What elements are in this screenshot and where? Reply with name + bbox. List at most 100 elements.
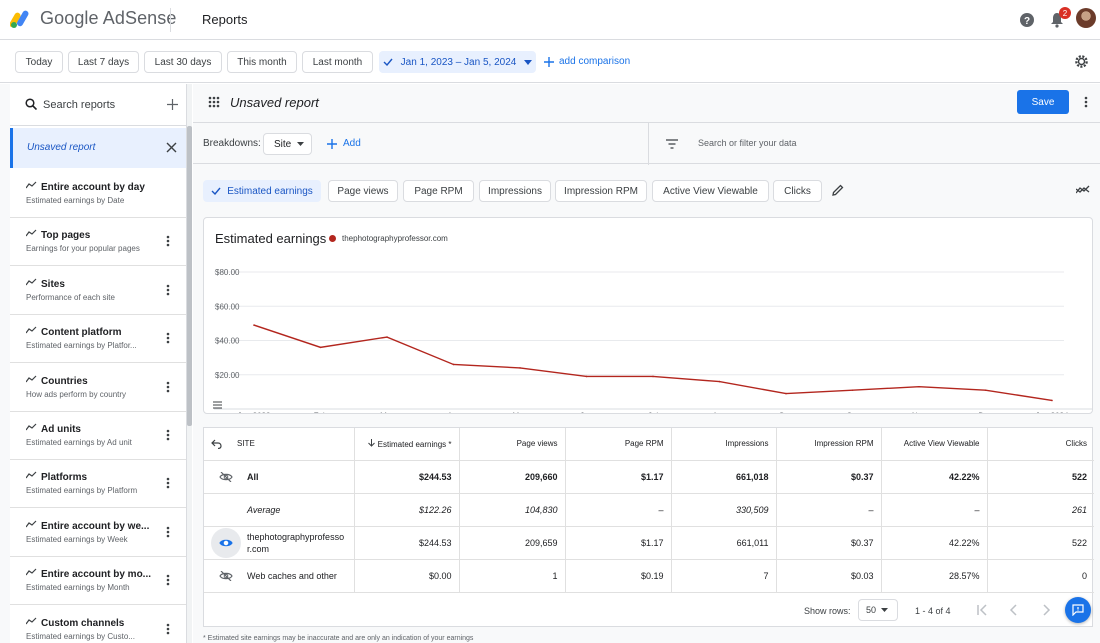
metric-chip[interactable]: Impressions	[479, 180, 551, 202]
edit-pencil-icon[interactable]	[832, 184, 844, 196]
trend-icon	[26, 423, 37, 431]
metric-cell: $1.17	[564, 526, 671, 560]
legend-color-dot	[329, 235, 336, 242]
help-icon[interactable]: ?	[1017, 10, 1037, 30]
metric-cell: $0.37	[775, 526, 881, 560]
sidebar-report-item[interactable]: Entire account by day Estimated earnings …	[10, 170, 186, 218]
table-row[interactable]: Average $122.26 104,830–330,509– –261	[204, 493, 1094, 527]
trend-icon	[26, 617, 37, 624]
sidebar-report-item[interactable]: Countries How ads perform by country	[10, 364, 186, 412]
more-options-icon[interactable]	[166, 235, 170, 247]
date-chip-last-7-days[interactable]: Last 7 days	[68, 51, 139, 73]
sidebar-report-item[interactable]: Platforms Estimated earnings by Platform	[10, 460, 186, 509]
more-options-icon[interactable]	[166, 284, 170, 296]
eye-icon[interactable]	[211, 527, 241, 558]
sidebar-report-subtitle: Estimated earnings by Platfor...	[26, 341, 137, 351]
plus-icon	[327, 138, 337, 149]
x-tick-label: Mar	[380, 412, 394, 413]
filter-icon[interactable]	[666, 139, 678, 149]
sidebar-report-item[interactable]: Ad units Estimated earnings by Ad unit	[10, 412, 186, 460]
metric-cell: 42.22%	[880, 526, 987, 560]
metric-chip-label: Page RPM	[414, 185, 463, 197]
search-reports[interactable]: Search reports	[10, 84, 186, 126]
undo-icon[interactable]	[211, 439, 222, 449]
sidebar-report-item[interactable]: Top pages Earnings for your popular pages	[10, 218, 186, 267]
filter-input[interactable]: Search or filter your data	[698, 138, 797, 148]
column-header[interactable]: Estimated earnings *	[353, 428, 459, 461]
more-options-icon[interactable]	[166, 429, 170, 441]
table-row[interactable]: thephotographyprofessor.com $244.53 209,65…	[204, 526, 1094, 560]
first-page-icon[interactable]	[975, 603, 989, 617]
column-header[interactable]: Impressions	[670, 428, 776, 461]
more-options-icon[interactable]	[166, 332, 170, 344]
sidebar-report-subtitle: Performance of each site	[26, 292, 115, 302]
feedback-button[interactable]	[1065, 597, 1091, 623]
hidden-eye-icon[interactable]	[211, 462, 241, 492]
add-comparison-button[interactable]: add comparison	[544, 56, 630, 67]
column-header[interactable]: SITE	[204, 428, 354, 461]
metric-chip[interactable]: Impression RPM	[555, 180, 647, 202]
chart-type-icon[interactable]	[1076, 185, 1090, 195]
more-options-icon[interactable]	[166, 526, 170, 538]
metric-cell: $244.53	[353, 526, 459, 560]
metric-chip[interactable]: Estimated earnings	[203, 180, 321, 202]
report-title[interactable]: Unsaved report	[230, 95, 319, 110]
date-chip-last-30-days[interactable]: Last 30 days	[144, 51, 222, 73]
metric-cell: 330,509	[670, 493, 776, 527]
sidebar-item-unsaved-report[interactable]: Unsaved report	[10, 128, 186, 168]
add-report-icon[interactable]	[167, 99, 178, 110]
trend-icon	[26, 568, 37, 576]
more-options-icon[interactable]	[166, 477, 170, 489]
x-tick-label: Nov	[912, 412, 926, 413]
save-button[interactable]: Save	[1017, 90, 1069, 114]
date-chip-this-month[interactable]: This month	[227, 51, 297, 73]
adsense-logo[interactable]: Google AdSense	[10, 8, 177, 29]
metric-cell: $1.17	[564, 460, 671, 494]
date-range-selector[interactable]: Jan 1, 2023 – Jan 5, 2024	[379, 51, 536, 73]
metric-chip[interactable]: Clicks	[773, 180, 822, 202]
metric-chip[interactable]: Page RPM	[403, 180, 474, 202]
add-breakdown-button[interactable]: Add	[327, 138, 361, 149]
date-chip-today[interactable]: Today	[15, 51, 63, 73]
column-header[interactable]: Impression RPM	[775, 428, 881, 461]
apps-grid-icon[interactable]	[208, 96, 220, 108]
trend-icon	[26, 278, 37, 286]
next-page-icon[interactable]	[1039, 603, 1053, 617]
more-options-icon[interactable]	[166, 574, 170, 586]
rows-per-page-value: 50	[866, 605, 877, 615]
sidebar-scrollbar[interactable]	[187, 126, 192, 426]
sidebar-report-item[interactable]: Content platform Estimated earnings by Pl…	[10, 315, 186, 364]
rows-per-page-select[interactable]: 50	[858, 599, 898, 621]
column-header[interactable]: Active View Viewable	[880, 428, 987, 461]
more-options-icon[interactable]	[166, 381, 170, 393]
breakdown-site-dropdown[interactable]: Site	[263, 133, 312, 155]
hidden-eye-icon[interactable]	[211, 561, 241, 591]
report-more-icon[interactable]	[1084, 96, 1088, 108]
previous-page-icon[interactable]	[1007, 603, 1021, 617]
sidebar-report-item[interactable]: Custom channels Estimated earnings by Cus…	[10, 606, 186, 643]
sidebar-report-item[interactable]: Entire account by we... Estimated earning…	[10, 509, 186, 557]
close-icon[interactable]	[166, 142, 177, 153]
sidebar-report-subtitle: Estimated earnings by Custo...	[26, 631, 135, 641]
column-header[interactable]: Page RPM	[564, 428, 671, 461]
table-row[interactable]: Web caches and other $0.00 1 $0.19 7 $0.03 28.…	[204, 559, 1094, 593]
avatar[interactable]	[1076, 8, 1096, 28]
settings-gear-icon[interactable]	[1074, 54, 1089, 72]
metric-cell: $122.26	[353, 493, 459, 527]
chart-menu-icon[interactable]	[213, 401, 222, 409]
site-cell: thephotographyprofessor.com	[204, 527, 354, 560]
x-tick-label: Jan 2024	[1036, 412, 1069, 413]
sidebar-report-item[interactable]: Sites Performance of each site	[10, 267, 186, 315]
data-point	[386, 336, 388, 338]
sidebar-report-item[interactable]: Entire account by mo... Estimated earning…	[10, 557, 186, 606]
date-chip-last-month[interactable]: Last month	[302, 51, 373, 73]
table-header-row: SITE Estimated earnings * Page views Page R…	[204, 428, 1094, 461]
x-tick-label: May	[512, 412, 527, 413]
metric-chip[interactable]: Active View Viewable	[652, 180, 769, 202]
metric-cell: 661,018	[670, 460, 776, 494]
column-header[interactable]: Page views	[458, 428, 565, 461]
more-options-icon[interactable]	[166, 623, 170, 635]
metric-chip[interactable]: Page views	[328, 180, 398, 202]
table-row[interactable]: All $244.53 209,660 $1.17 661,018 $0.37 42.22%…	[204, 460, 1094, 494]
column-header[interactable]: Clicks	[986, 428, 1094, 461]
